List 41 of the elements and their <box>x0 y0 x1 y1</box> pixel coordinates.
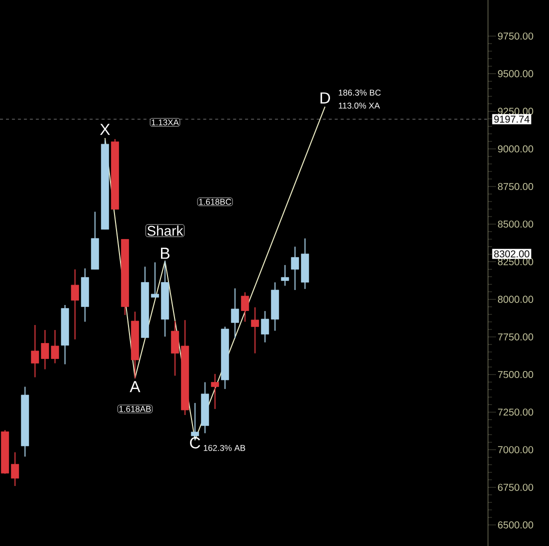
y-tick-label: 8500.00 <box>498 220 534 228</box>
annotation: X <box>100 124 110 135</box>
candlestick <box>281 264 290 286</box>
candlestick <box>261 310 270 343</box>
candlestick <box>11 452 19 486</box>
y-tick-label: 6750.00 <box>498 484 534 491</box>
candlestick <box>151 262 159 298</box>
annotation: 113.0% XA <box>338 102 380 109</box>
candlestick <box>31 324 39 378</box>
ref-line-label: 9197.74 <box>494 116 530 123</box>
y-tick-label: 8000.00 <box>498 296 534 303</box>
annotation: Shark <box>147 226 184 236</box>
annotation: 1.13XA <box>152 119 179 126</box>
annotation: 1.618BC <box>199 198 232 205</box>
annotation: B <box>161 248 170 259</box>
y-tick-label: 6500.00 <box>498 521 534 528</box>
y-tick-label: 9500.00 <box>498 70 534 78</box>
y-tick-label: 7500.00 <box>498 371 534 378</box>
annotation: 1.618AB <box>119 406 151 412</box>
y-tick-label: 9750.00 <box>498 32 534 40</box>
y-tick-label: 9000.00 <box>498 145 534 152</box>
candlestick <box>231 288 240 339</box>
y-tick-label: 8750.00 <box>498 182 534 190</box>
candlestick <box>291 246 300 290</box>
y-tick-label: 7750.00 <box>498 333 534 340</box>
candlestick <box>251 306 260 354</box>
candlestick <box>71 268 79 340</box>
y-tick-label: 8250.00 <box>498 258 534 266</box>
y-tick-label: 7250.00 <box>498 408 534 416</box>
annotation: 186.3% BC <box>338 90 381 96</box>
candlestick <box>211 373 220 410</box>
candlestick <box>51 330 59 364</box>
candlestick <box>41 330 49 370</box>
annotation: A <box>130 381 140 392</box>
candlestick <box>171 320 180 376</box>
annotation: 162.3% AB <box>204 444 246 451</box>
candlestick <box>241 292 250 322</box>
annotation: C <box>190 437 200 448</box>
y-tick-label: 7000.00 <box>498 446 534 454</box>
annotation: D <box>320 92 330 104</box>
text: 8302.00 <box>494 250 530 258</box>
